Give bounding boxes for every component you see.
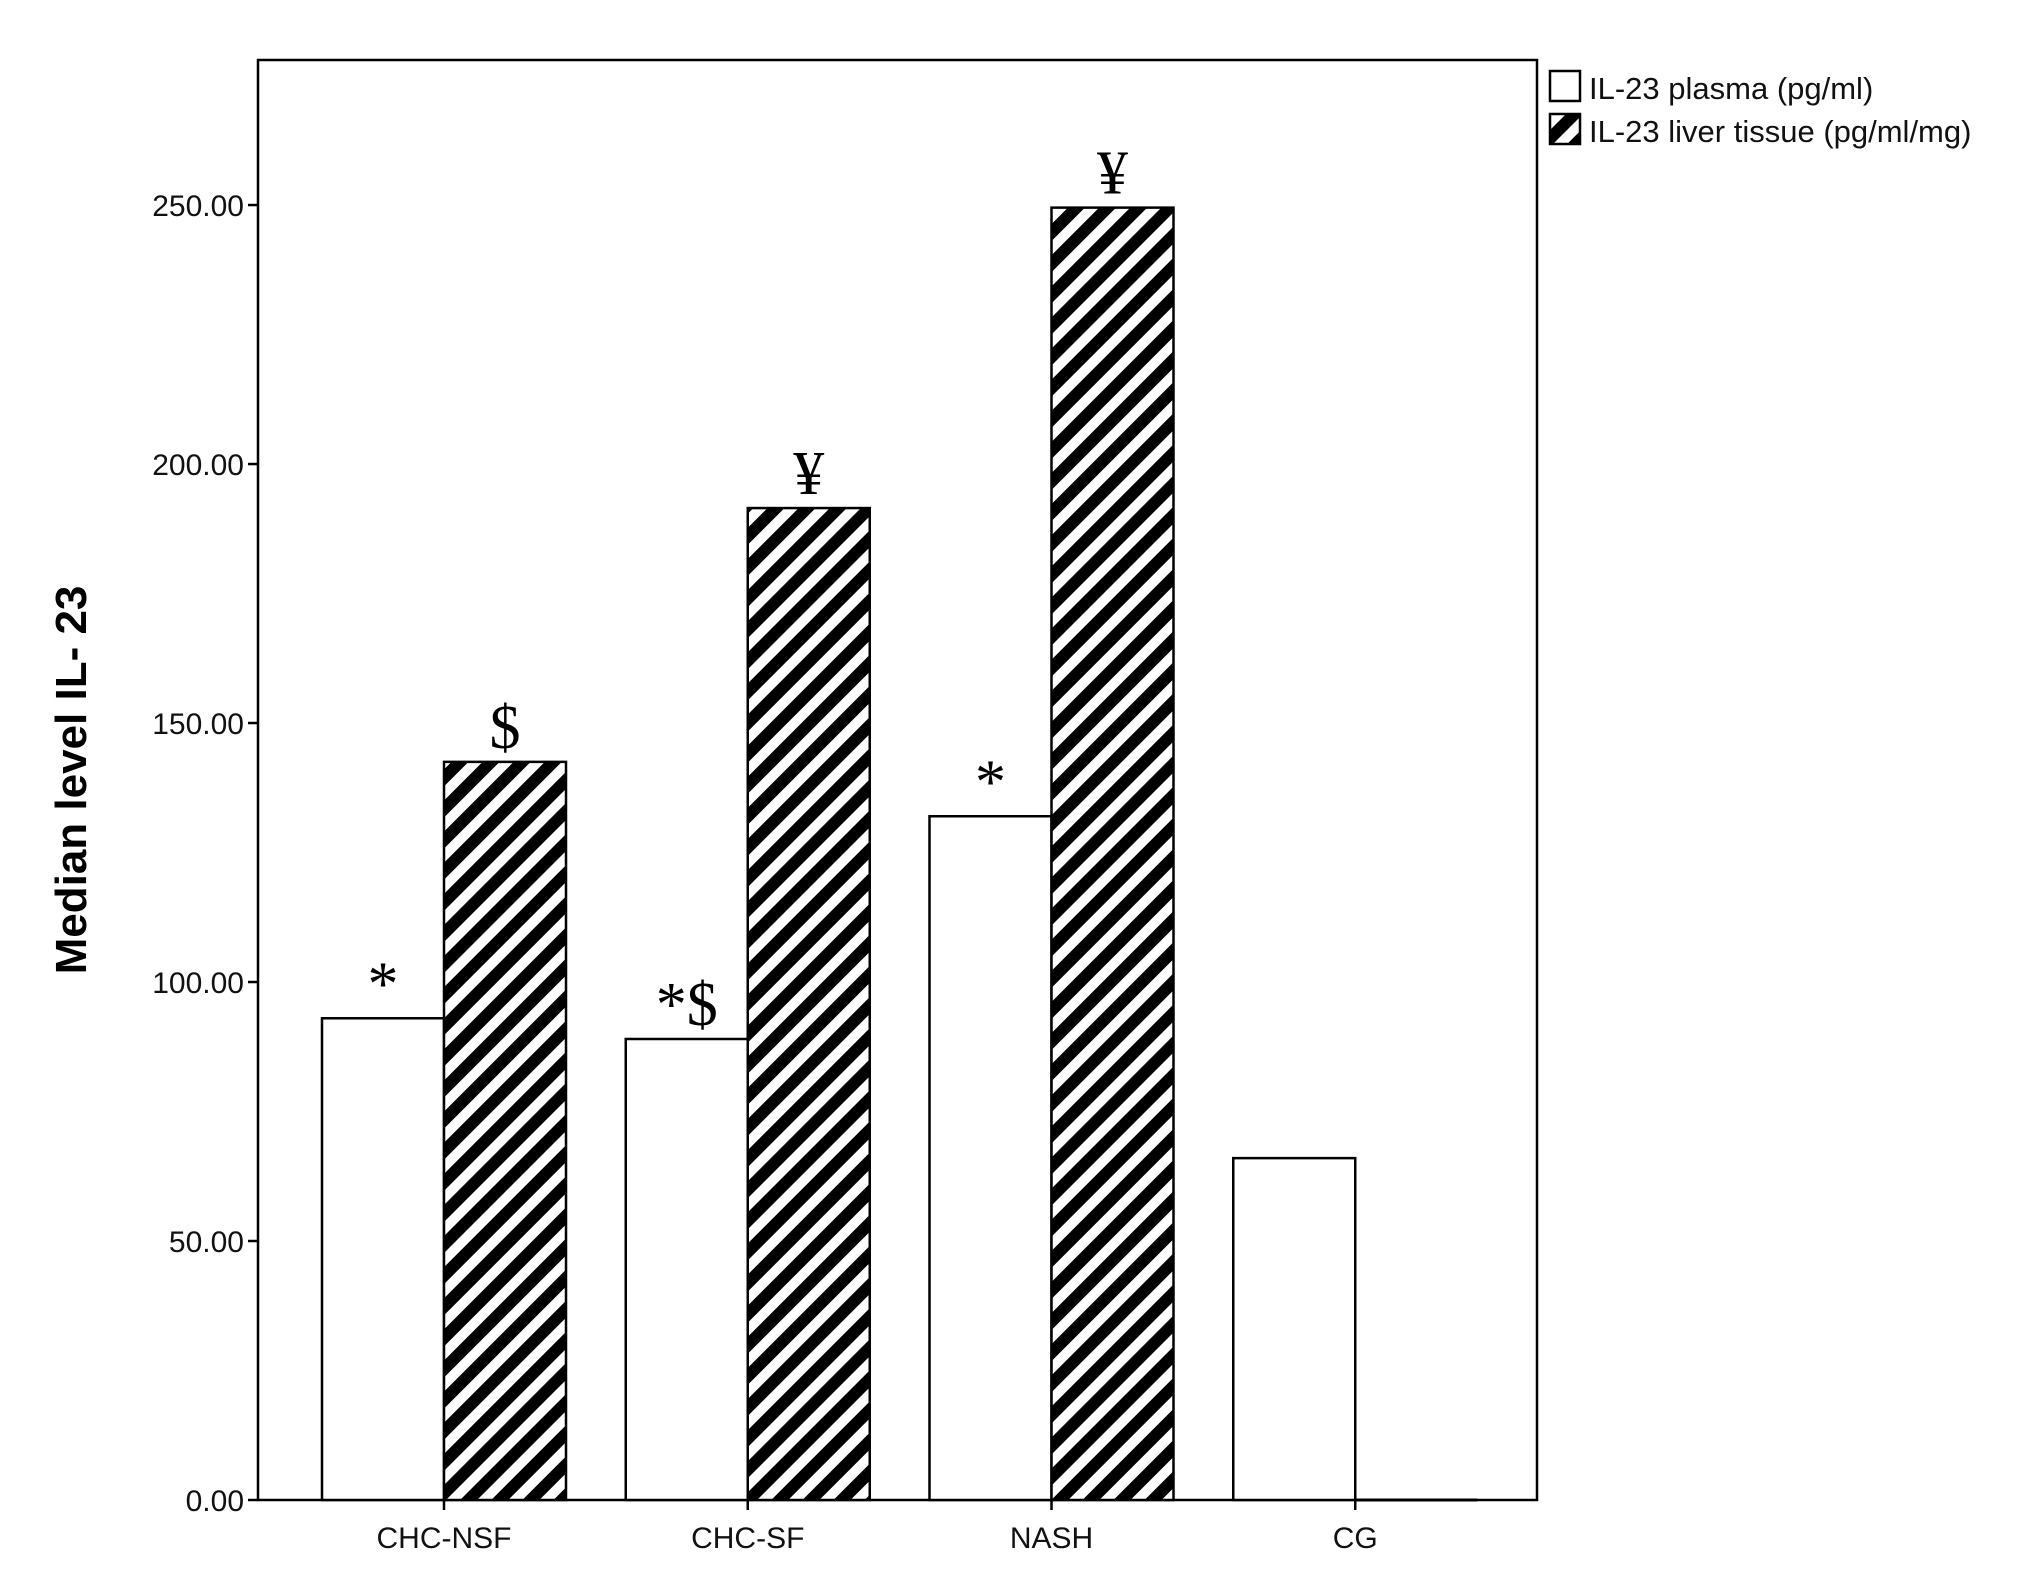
legend: IL-23 plasma (pg/ml) IL-23 liver tissue … — [1548, 69, 1971, 149]
y-axis-title: Median level IL- 23 — [47, 586, 96, 975]
significance-marker: * — [975, 748, 1006, 816]
y-tick-label: 100.00 — [152, 967, 244, 1000]
significance-marker: ¥ — [1097, 140, 1128, 208]
y-tick-label: 0.00 — [186, 1485, 244, 1518]
significance-marker: ¥ — [793, 440, 824, 508]
significance-marker: *$ — [656, 971, 718, 1039]
bar-plasma — [320, 1017, 446, 1502]
bar-plasma — [928, 815, 1053, 1502]
legend-label-plasma: IL-23 plasma (pg/ml) — [1589, 71, 1873, 106]
x-tick-label: CHC-NSF — [377, 1522, 512, 1555]
bar-liver-tissue — [442, 760, 568, 1502]
y-tick-label: 50.00 — [169, 1226, 244, 1259]
legend-swatch-plasma — [1548, 69, 1582, 103]
x-tick-label: CHC-SF — [691, 1522, 804, 1555]
annotations-group: *$*$¥*¥ — [368, 140, 1129, 1039]
x-tick-label: CG — [1333, 1522, 1378, 1555]
y-tick-label: 150.00 — [152, 708, 244, 741]
x-axis: CHC-NSF CHC-SF NASH CG — [377, 1500, 1378, 1555]
bar-plasma — [1232, 1156, 1357, 1502]
significance-marker: $ — [490, 694, 521, 762]
legend-swatch-liver — [1548, 112, 1582, 146]
y-axis: 0.00 50.00 100.00 150.00 200.00 250.00 — [152, 190, 258, 1518]
bars-group — [320, 206, 1478, 1502]
y-tick-label: 250.00 — [152, 190, 244, 223]
bar-plasma — [624, 1037, 749, 1502]
bar-liver-tissue — [746, 506, 871, 1502]
y-tick-label: 200.00 — [152, 449, 244, 482]
legend-label-liver: IL-23 liver tissue (pg/ml/mg) — [1589, 114, 1971, 149]
bar-liver-tissue — [1050, 206, 1175, 1502]
x-tick-label: NASH — [1010, 1522, 1093, 1555]
significance-marker: * — [368, 950, 399, 1018]
